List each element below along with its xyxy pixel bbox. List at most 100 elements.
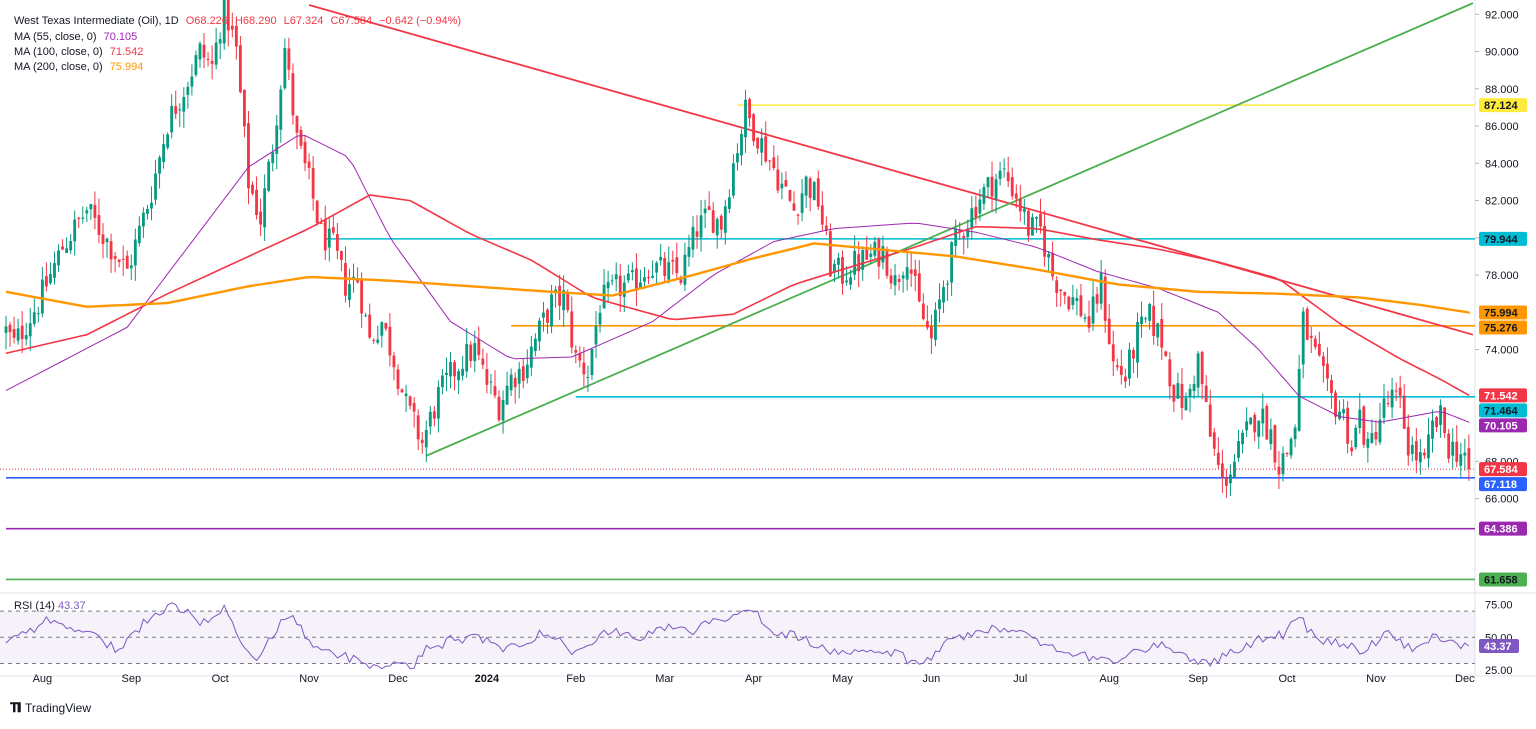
- candle-down: [1132, 350, 1135, 359]
- candle-down: [671, 259, 675, 262]
- tradingview-logo-text: TradingView: [24, 701, 92, 715]
- candle-up: [1370, 432, 1374, 443]
- candle-down: [117, 259, 121, 262]
- candle-up: [85, 210, 89, 214]
- candle-up: [1031, 217, 1034, 236]
- y-tick-label: 90.000: [1485, 47, 1519, 59]
- legend-ma100-row[interactable]: MA (100, close, 0) 71.542: [14, 45, 147, 59]
- rsi-legend[interactable]: RSI (14) 43.37: [14, 600, 86, 612]
- candle-up: [1463, 452, 1467, 456]
- candle-up: [1083, 317, 1087, 319]
- y-tick-label: 84.000: [1485, 158, 1519, 170]
- ohlc-change: −0.642 (−0.94%): [379, 15, 462, 27]
- candle-up: [1378, 419, 1382, 443]
- candle-up: [950, 242, 954, 283]
- candle-up: [1366, 438, 1370, 448]
- ma100-line: [5, 194, 1470, 396]
- candle-up: [186, 86, 190, 95]
- candle-down: [796, 214, 800, 216]
- candle-down: [1467, 448, 1471, 470]
- candle-up: [804, 176, 808, 196]
- candle-down: [1435, 417, 1438, 428]
- candle-up: [1249, 417, 1253, 425]
- candle-down: [566, 292, 570, 311]
- candle-up: [934, 309, 937, 340]
- candle-up: [4, 326, 8, 333]
- candle-up: [1176, 383, 1180, 399]
- candle-up: [622, 282, 626, 298]
- candle-down: [1119, 365, 1123, 375]
- candle-up: [275, 125, 279, 154]
- candle-up: [849, 277, 853, 285]
- candle-up: [538, 320, 541, 342]
- candle-down: [400, 389, 404, 393]
- candle-up: [501, 400, 505, 421]
- candle-down: [485, 369, 489, 385]
- candle-up: [630, 270, 634, 273]
- legend-ma55-row[interactable]: MA (55, close, 0) 70.105: [14, 30, 141, 44]
- candle-down: [885, 249, 889, 276]
- price-label-bg: [1479, 305, 1527, 320]
- candle-up: [1233, 461, 1236, 478]
- candle-up: [1192, 383, 1196, 391]
- candle-down: [1115, 365, 1119, 368]
- candle-up: [150, 202, 153, 209]
- candle-up: [731, 163, 735, 196]
- candle-down: [513, 377, 517, 388]
- candle-down: [1164, 351, 1168, 356]
- candle-up: [1293, 427, 1297, 440]
- candle-down: [784, 180, 788, 187]
- candle-up: [986, 177, 990, 188]
- candle-down: [1111, 344, 1115, 362]
- candle-down: [101, 234, 105, 244]
- rsi-value-label: 43.37: [1484, 641, 1512, 653]
- candle-up: [271, 152, 275, 164]
- candle-up: [1342, 409, 1346, 414]
- candle-down: [432, 411, 436, 419]
- y-tick-label: 92.000: [1485, 9, 1519, 21]
- candle-down: [226, 0, 230, 31]
- candle-down: [368, 314, 372, 338]
- candle-up: [1261, 408, 1265, 424]
- candle-up: [1035, 216, 1038, 219]
- candle-down: [816, 178, 820, 207]
- candle-up: [550, 294, 553, 327]
- candle-down: [493, 385, 497, 396]
- candle-up: [158, 157, 161, 174]
- candle-down: [477, 339, 481, 355]
- candle-up: [1289, 439, 1293, 456]
- candle-down: [776, 169, 780, 191]
- candle-up: [1237, 441, 1240, 458]
- y-tick-label: 78.000: [1485, 270, 1519, 282]
- candle-down: [824, 225, 828, 231]
- candle-up: [424, 430, 428, 448]
- tradingview-logo[interactable]: 𝐓❙ TradingView: [10, 700, 91, 716]
- x-tick-label: Sep: [121, 673, 141, 685]
- candle-down: [1265, 405, 1269, 440]
- candle-down: [1330, 380, 1333, 393]
- candle-up: [57, 250, 60, 266]
- candle-down: [1406, 426, 1410, 456]
- candle-up: [881, 246, 885, 263]
- candle-up: [170, 105, 174, 133]
- price-label-bg: [1479, 98, 1527, 113]
- legend-ma200-row[interactable]: MA (200, close, 0) 75.994: [14, 60, 147, 74]
- candle-up: [723, 206, 727, 233]
- candle-up: [1418, 452, 1422, 463]
- candle-down: [1216, 452, 1220, 465]
- candle-up: [845, 280, 848, 283]
- candle-down: [453, 362, 456, 377]
- candle-down: [1059, 289, 1063, 292]
- candle-up: [141, 212, 145, 227]
- candle-down: [291, 73, 295, 116]
- candle-down: [1010, 177, 1014, 197]
- candle-up: [133, 239, 137, 266]
- candle-up: [744, 99, 747, 138]
- candle-down: [841, 256, 844, 284]
- candle-up: [861, 250, 865, 270]
- candle-down: [416, 415, 420, 440]
- candle-down: [1039, 213, 1042, 227]
- candle-up: [736, 153, 739, 163]
